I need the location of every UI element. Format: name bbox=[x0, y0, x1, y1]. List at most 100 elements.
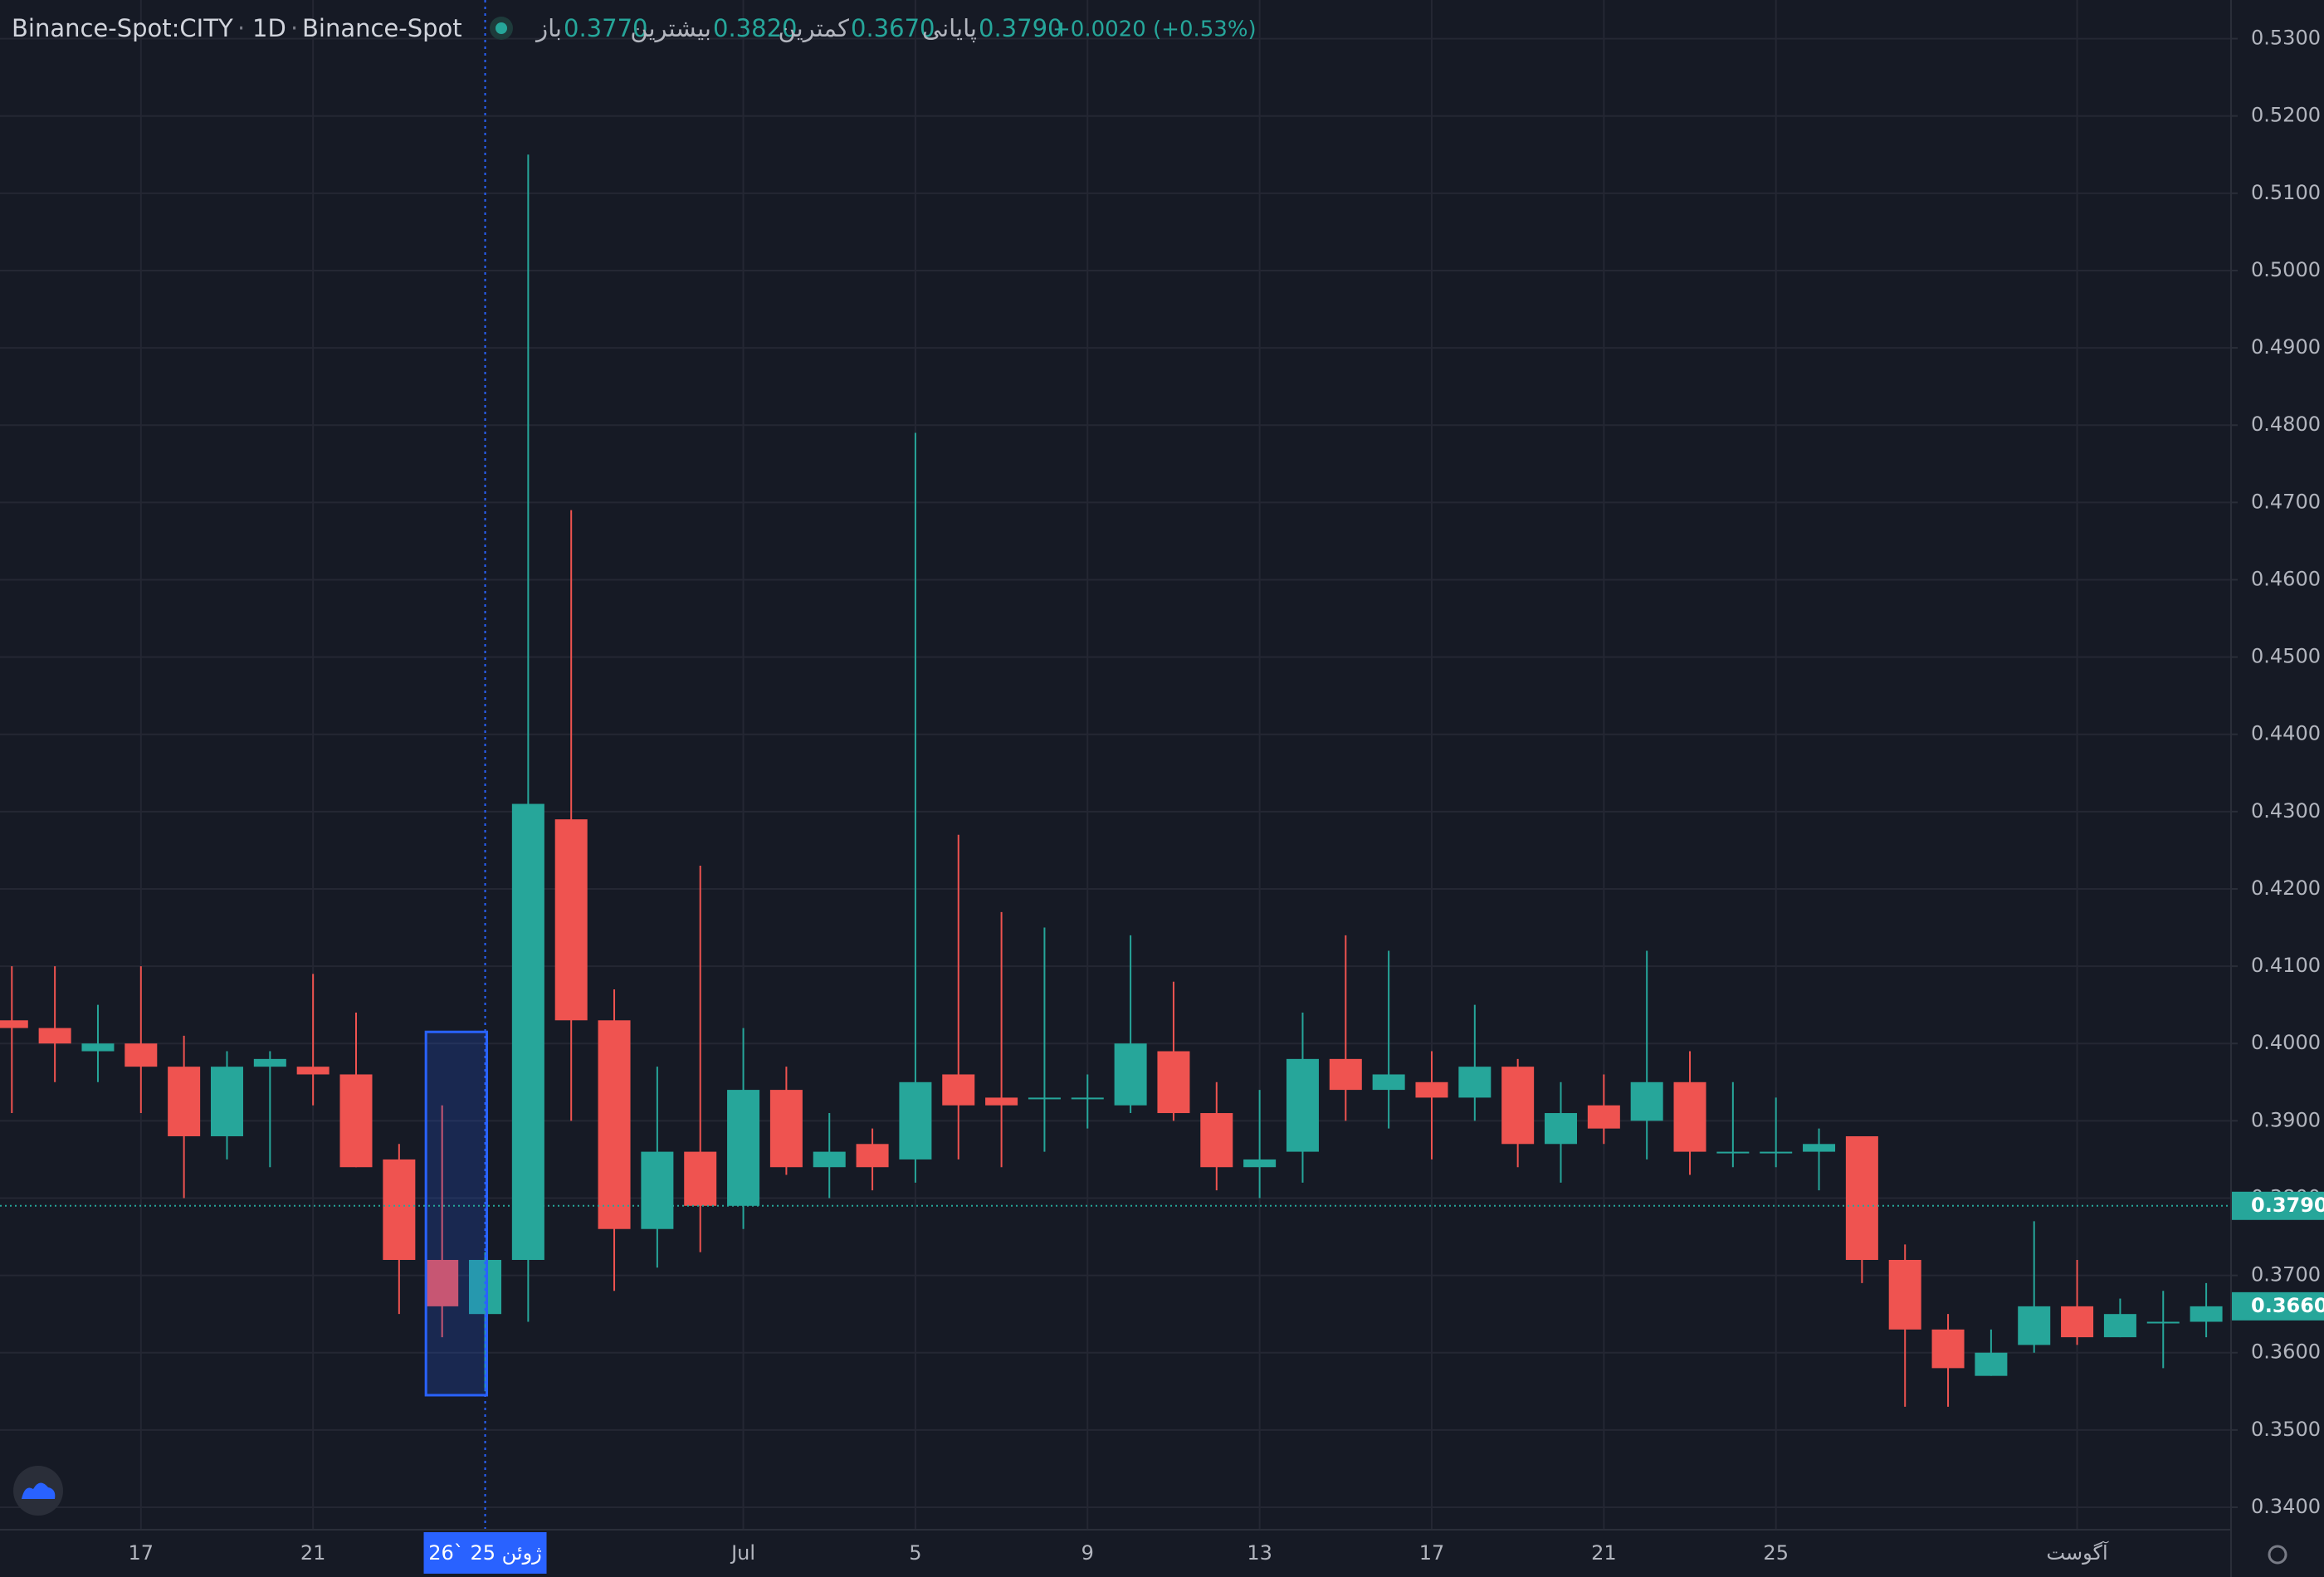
status-dot bbox=[496, 22, 507, 34]
y-tick-label: 0.4700 bbox=[2251, 490, 2321, 513]
candle-body bbox=[1803, 1144, 1836, 1152]
y-tick-label: 0.5100 bbox=[2251, 181, 2321, 204]
candle-body bbox=[769, 1090, 803, 1168]
candle-body bbox=[0, 1020, 28, 1028]
x-tick-label: 17 bbox=[1419, 1541, 1445, 1565]
candle-body bbox=[2103, 1314, 2136, 1338]
y-tick-label: 0.4800 bbox=[2251, 413, 2321, 436]
x-tick-label: 17 bbox=[129, 1541, 154, 1565]
candle-body bbox=[124, 1043, 158, 1067]
y-tick-label: 0.3900 bbox=[2251, 1108, 2321, 1131]
crosshair-label: 26` ژوئن 25 bbox=[428, 1541, 541, 1565]
candle-body bbox=[1200, 1113, 1233, 1168]
x-tick-label: 5 bbox=[909, 1541, 921, 1565]
candle-body bbox=[383, 1159, 416, 1260]
candle-body bbox=[813, 1151, 846, 1168]
crosshair-label-box bbox=[423, 1532, 547, 1574]
y-tick-label: 0.5200 bbox=[2251, 104, 2321, 127]
y-tick-label: 0.5000 bbox=[2251, 258, 2321, 281]
candle-body bbox=[1243, 1159, 1277, 1168]
y-tick-label: 0.4300 bbox=[2251, 799, 2321, 823]
x-tick-label: 25 bbox=[1763, 1541, 1789, 1565]
candle-body bbox=[1415, 1081, 1448, 1098]
candle-body bbox=[2018, 1306, 2051, 1345]
high-value: 0.3820 bbox=[713, 14, 797, 42]
candle-body bbox=[1329, 1058, 1362, 1091]
open-label: باز bbox=[535, 14, 562, 42]
interval: 1D bbox=[252, 14, 286, 42]
candle-body bbox=[727, 1090, 760, 1206]
candle-body bbox=[1845, 1135, 1878, 1260]
candle-body bbox=[1114, 1043, 1147, 1106]
candle-body bbox=[1071, 1097, 1104, 1100]
candle-body bbox=[2146, 1321, 2180, 1324]
y-tick-label: 0.3400 bbox=[2251, 1495, 2321, 1518]
price-label: 0.3660 bbox=[2251, 1294, 2324, 1317]
candle-body bbox=[1286, 1058, 1319, 1152]
candle-body bbox=[899, 1081, 932, 1160]
candle-body bbox=[38, 1028, 71, 1044]
low-label: کمترین bbox=[779, 14, 850, 42]
x-tick-label: 21 bbox=[300, 1541, 326, 1565]
settings-icon[interactable] bbox=[2268, 1545, 2287, 1565]
candle-body bbox=[985, 1097, 1018, 1106]
y-tick-label: 0.4200 bbox=[2251, 876, 2321, 900]
logo[interactable] bbox=[13, 1466, 63, 1516]
y-tick-label: 0.3600 bbox=[2251, 1340, 2321, 1364]
candle-body bbox=[426, 1259, 459, 1306]
axes: 0.34000.35000.36000.37000.38000.39000.40… bbox=[129, 27, 2324, 1574]
candle-body bbox=[1372, 1074, 1405, 1091]
candle-body bbox=[1157, 1051, 1190, 1114]
y-tick-label: 0.5300 bbox=[2251, 27, 2321, 50]
candle-body bbox=[253, 1058, 286, 1067]
x-tick-label: آگوست bbox=[2046, 1540, 2109, 1565]
price-label: 0.3790 bbox=[2251, 1194, 2324, 1217]
candle-body bbox=[1501, 1067, 1535, 1145]
x-tick-label: 9 bbox=[1081, 1541, 1094, 1565]
low-value: 0.3670 bbox=[851, 14, 935, 42]
separator: · bbox=[290, 14, 298, 42]
candle-body bbox=[598, 1020, 631, 1229]
candle-body bbox=[2061, 1306, 2094, 1338]
candle-body bbox=[1888, 1259, 1921, 1330]
symbol: Binance-Spot:CITY bbox=[12, 14, 233, 42]
candle-body bbox=[339, 1074, 373, 1168]
candle-body bbox=[641, 1151, 674, 1229]
candle-body bbox=[942, 1074, 975, 1106]
x-tick-label: Jul bbox=[730, 1541, 755, 1565]
candle-body bbox=[210, 1067, 243, 1136]
y-tick-label: 0.4000 bbox=[2251, 1031, 2321, 1054]
change-value: +0.0020 (+0.53%) bbox=[1052, 17, 1257, 42]
candle-body bbox=[1975, 1352, 2008, 1376]
candle-body bbox=[684, 1151, 717, 1206]
y-tick-label: 0.3500 bbox=[2251, 1418, 2321, 1441]
candle-body bbox=[168, 1067, 201, 1136]
candle-body bbox=[1716, 1151, 1750, 1154]
close-label: پایانی bbox=[922, 14, 977, 43]
y-tick-label: 0.4400 bbox=[2251, 722, 2321, 745]
candle-body bbox=[1760, 1151, 1793, 1154]
candle-body bbox=[81, 1043, 115, 1052]
settings-gear[interactable] bbox=[2268, 1545, 2287, 1565]
candle-body bbox=[856, 1144, 889, 1168]
close-value: 0.3790 bbox=[979, 14, 1062, 42]
y-tick-label: 0.4500 bbox=[2251, 645, 2321, 668]
logo-icon bbox=[22, 1482, 56, 1499]
open-value: 0.3770 bbox=[564, 14, 647, 42]
y-tick-label: 0.4900 bbox=[2251, 335, 2321, 359]
candle-body bbox=[1630, 1081, 1663, 1121]
exchange: Binance-Spot bbox=[302, 14, 462, 42]
candles bbox=[0, 0, 2231, 1530]
price-label-box bbox=[2231, 1291, 2324, 1321]
candle-body bbox=[554, 819, 588, 1021]
candle-body bbox=[1028, 1097, 1061, 1100]
header: Binance-Spot:CITY · 1D · Binance-Spot با… bbox=[12, 14, 1257, 43]
candle-body bbox=[296, 1067, 330, 1075]
price-label-box bbox=[2231, 1191, 2324, 1220]
selection-box bbox=[424, 1030, 489, 1397]
y-tick-label: 0.3700 bbox=[2251, 1263, 2321, 1286]
y-tick-label: 0.4600 bbox=[2251, 567, 2321, 590]
